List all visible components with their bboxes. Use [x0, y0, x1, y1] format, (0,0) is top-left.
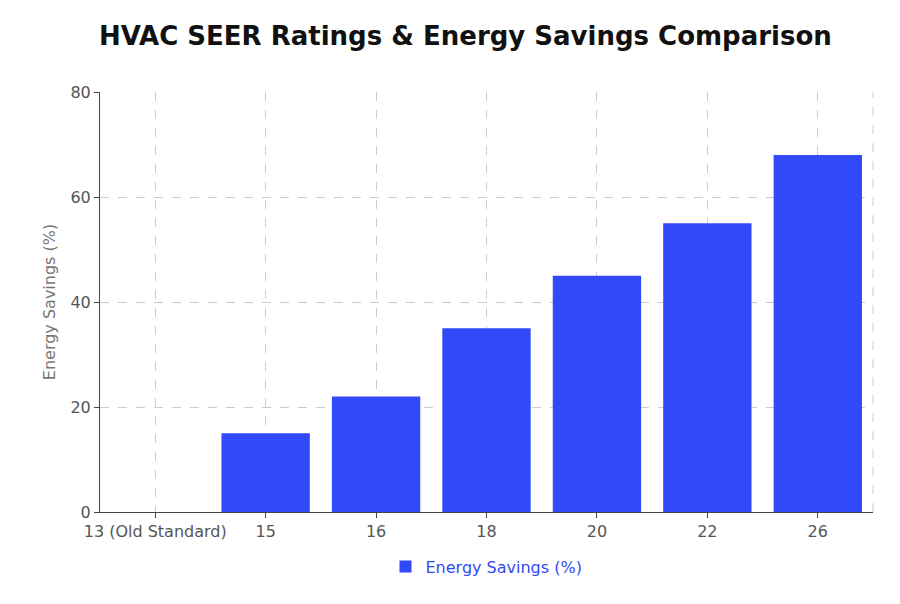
svg-text:0: 0 — [81, 503, 91, 522]
svg-text:18: 18 — [476, 522, 496, 541]
svg-text:16: 16 — [366, 522, 386, 541]
svg-text:Energy Savings (%): Energy Savings (%) — [426, 558, 582, 577]
svg-text:20: 20 — [70, 398, 90, 417]
svg-text:40: 40 — [70, 293, 90, 312]
svg-text:15: 15 — [255, 522, 275, 541]
svg-text:26: 26 — [808, 522, 828, 541]
svg-text:Energy Savings (%): Energy Savings (%) — [40, 224, 59, 380]
svg-text:20: 20 — [587, 522, 607, 541]
svg-text:22: 22 — [697, 522, 717, 541]
svg-text:60: 60 — [70, 188, 90, 207]
svg-text:HVAC SEER Ratings & Energy Sav: HVAC SEER Ratings & Energy Savings Compa… — [99, 21, 832, 51]
svg-text:80: 80 — [70, 83, 90, 102]
svg-text:13 (Old Standard): 13 (Old Standard) — [84, 522, 227, 541]
